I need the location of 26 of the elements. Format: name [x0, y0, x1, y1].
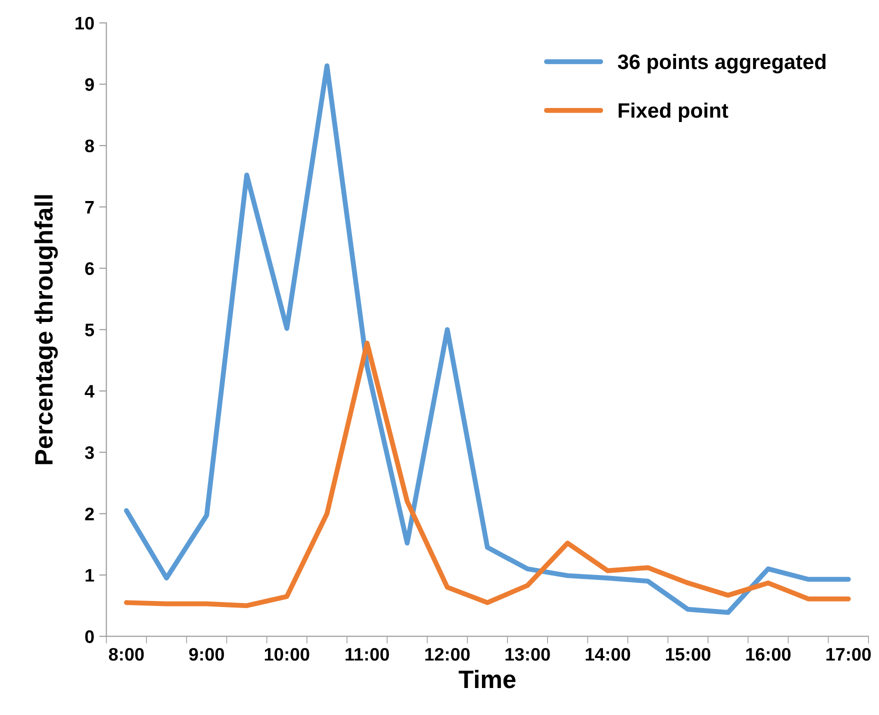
x-tick-label: 11:00	[346, 648, 389, 661]
y-tick-label: 10	[76, 16, 94, 30]
y-tick-label: 3	[84, 446, 94, 460]
x-tick-label: 10:00	[264, 648, 310, 661]
x-tick-label: 17:00	[826, 648, 871, 661]
line-series	[124, 340, 851, 608]
y-tick-label: 9	[85, 78, 94, 91]
y-tick-label: 6	[85, 262, 94, 275]
x-tick-label: 9:00	[189, 648, 224, 661]
y-tick-label: 2	[85, 508, 94, 520]
y-tick-label: 0	[85, 630, 94, 644]
x-tick-label: 8:00	[108, 648, 144, 661]
legend-label: 36 points aggregated	[618, 54, 826, 74]
x-tick-label: 14:00	[586, 648, 630, 661]
y-axis-title: Percentage throughfall	[34, 195, 58, 464]
x-tick-label: 12:00	[425, 648, 470, 661]
legend-label: Fixed point	[618, 102, 728, 122]
x-axis-title: Time	[458, 670, 516, 688]
y-tick-label: 4	[84, 385, 94, 398]
x-tick-label: 13:00	[506, 648, 550, 661]
y-tick-label: 7	[85, 201, 94, 214]
y-tick-label: 5	[85, 324, 94, 336]
x-tick-label: 15:00	[666, 648, 710, 661]
y-tick-label: 1	[86, 569, 94, 582]
x-tick-label: 16:00	[746, 648, 791, 661]
y-tick-label: 8	[85, 140, 94, 152]
